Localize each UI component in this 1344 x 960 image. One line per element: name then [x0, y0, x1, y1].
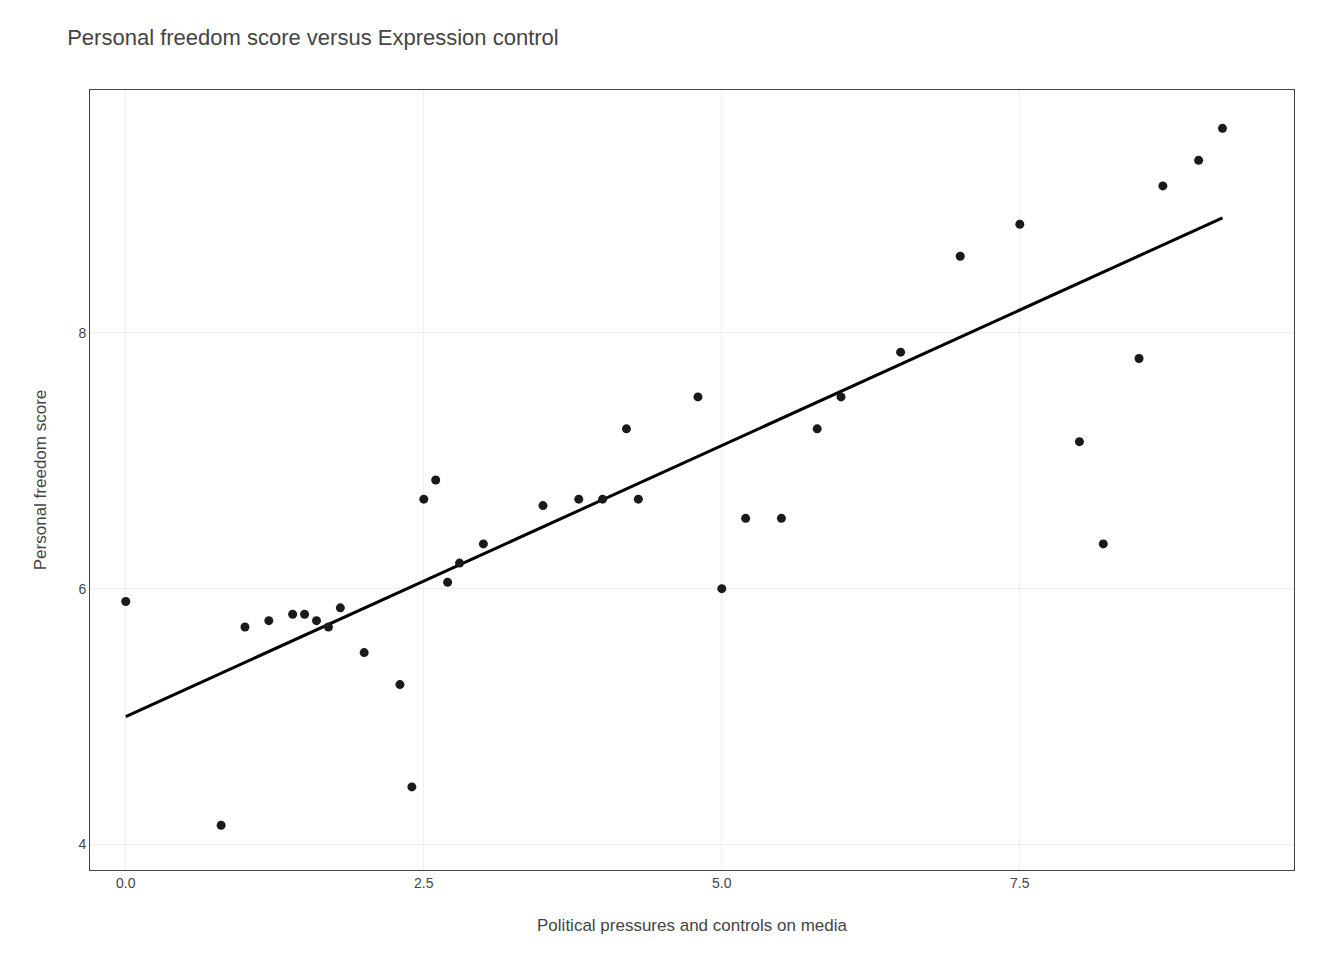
- svg-text:Personal freedom score versus: Personal freedom score versus Expression…: [67, 25, 559, 50]
- svg-text:6: 6: [78, 581, 86, 597]
- svg-text:8: 8: [78, 325, 86, 341]
- svg-text:0.0: 0.0: [116, 875, 136, 891]
- svg-text:Political pressures and contro: Political pressures and controls on medi…: [537, 916, 847, 935]
- svg-text:Personal freedom score: Personal freedom score: [31, 390, 50, 570]
- svg-text:5.0: 5.0: [712, 875, 732, 891]
- svg-text:7.5: 7.5: [1010, 875, 1030, 891]
- svg-text:4: 4: [78, 836, 86, 852]
- svg-text:2.5: 2.5: [414, 875, 434, 891]
